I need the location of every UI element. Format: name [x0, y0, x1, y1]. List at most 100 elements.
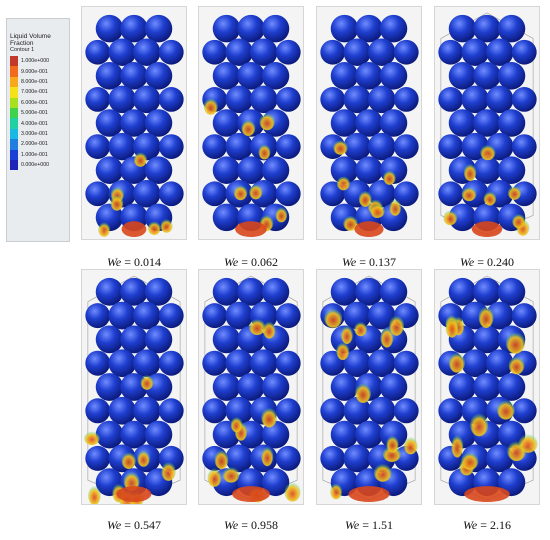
legend-title: Liquid Volume Fraction	[10, 33, 51, 47]
packing-sphere	[355, 420, 383, 449]
legend-entry: 0.000e+000	[7, 159, 69, 171]
packing-sphere	[275, 87, 301, 112]
packing-sphere	[330, 62, 359, 90]
packed-bed-render	[438, 275, 538, 503]
packing-sphere	[368, 38, 396, 66]
liquid-patch	[343, 215, 358, 231]
packing-sphere	[202, 350, 228, 376]
liquid-outlet	[348, 486, 390, 503]
packing-sphere	[237, 62, 265, 90]
packing-sphere	[320, 445, 346, 471]
liquid-patch	[386, 435, 399, 453]
liquid-outlet	[354, 221, 384, 238]
liquid-patch	[147, 221, 161, 235]
packing-sphere	[438, 39, 464, 65]
packing-sphere	[158, 303, 184, 329]
packed-bed-render	[85, 14, 184, 238]
packing-sphere	[202, 398, 228, 424]
packing-sphere	[343, 396, 371, 425]
liquid-patch	[336, 176, 351, 191]
packing-sphere	[237, 373, 265, 401]
liquid-patch	[203, 98, 218, 115]
legend-label: 9.000e-001	[21, 68, 48, 75]
liquid-patch	[461, 452, 479, 471]
packing-sphere	[158, 350, 184, 376]
packing-sphere	[486, 301, 514, 330]
legend-entry: 5.000e-001	[7, 107, 69, 119]
packing-sphere	[95, 109, 124, 137]
packing-sphere	[261, 277, 290, 306]
liquid-outlet	[232, 486, 270, 503]
packing-sphere	[379, 109, 408, 137]
legend-swatch	[10, 149, 18, 160]
color-legend: Liquid Volume Fraction Contour 1 1.000e+…	[6, 18, 70, 242]
packing-sphere	[108, 349, 136, 378]
packing-sphere	[144, 62, 173, 90]
packing-sphere	[133, 180, 161, 208]
packing-sphere	[438, 398, 464, 424]
packing-sphere	[438, 87, 464, 112]
packing-sphere	[393, 134, 419, 159]
packing-sphere	[379, 373, 408, 401]
packing-sphere	[473, 14, 501, 43]
packing-sphere	[511, 39, 537, 65]
legend-scale: 1.000e+000 9.000e-001 8.000e-001 7.000e-001…	[7, 56, 69, 171]
panel-caption: We = 1.51	[344, 518, 393, 532]
packing-sphere	[511, 134, 537, 159]
legend-swatch	[10, 139, 18, 150]
packing-sphere	[225, 38, 253, 66]
packed-bed-render	[320, 275, 419, 503]
packing-sphere	[330, 277, 359, 306]
legend-entry: 1.000e-001	[7, 149, 69, 160]
packing-sphere	[473, 277, 501, 306]
packing-sphere	[320, 398, 346, 424]
packing-sphere	[275, 398, 301, 424]
liquid-patch	[233, 184, 248, 201]
liquid-patch	[480, 144, 496, 161]
legend-label: 6.000e-001	[21, 99, 48, 106]
liquid-patch	[443, 210, 458, 226]
packing-sphere	[120, 62, 148, 90]
packing-sphere	[85, 39, 111, 65]
packing-sphere	[343, 85, 371, 114]
packing-sphere	[343, 349, 371, 378]
packing-sphere	[85, 350, 111, 376]
liquid-patch	[324, 308, 343, 328]
packing-sphere	[133, 38, 161, 66]
packing-sphere	[393, 398, 419, 424]
liquid-patch	[110, 195, 124, 211]
packing-sphere	[95, 277, 124, 306]
packing-sphere	[95, 156, 124, 184]
liquid-patch	[259, 113, 275, 131]
legend-label: 3.000e-001	[21, 130, 48, 137]
packing-sphere	[120, 109, 148, 137]
legend-label: 1.000e-001	[21, 151, 48, 158]
liquid-patch	[507, 185, 522, 200]
packing-sphere	[368, 132, 396, 161]
packing-sphere	[320, 87, 346, 112]
packed-bed-render	[320, 14, 419, 238]
packing-sphere	[225, 132, 253, 161]
packing-sphere	[85, 134, 111, 159]
packing-sphere	[120, 420, 148, 449]
packing-sphere	[225, 444, 253, 473]
panel-caption: We = 0.958	[223, 518, 278, 532]
liquid-patch	[261, 446, 274, 467]
panel-caption: We = 0.240	[459, 255, 514, 269]
packing-sphere	[144, 420, 173, 449]
liquid-patch	[262, 321, 276, 339]
liquid-patch	[98, 222, 111, 237]
packing-sphere	[438, 181, 464, 207]
liquid-patch	[230, 416, 243, 433]
packing-sphere	[95, 14, 124, 43]
liquid-patch	[241, 119, 256, 136]
packing-sphere	[212, 156, 241, 184]
packing-sphere	[144, 156, 173, 184]
packing-sphere	[473, 156, 501, 184]
legend-label: 2.000e-001	[21, 141, 48, 148]
packing-sphere	[120, 14, 148, 43]
packing-sphere	[497, 62, 526, 90]
packing-sphere	[497, 109, 526, 137]
liquid-patch	[448, 352, 465, 373]
packing-sphere	[473, 325, 501, 354]
